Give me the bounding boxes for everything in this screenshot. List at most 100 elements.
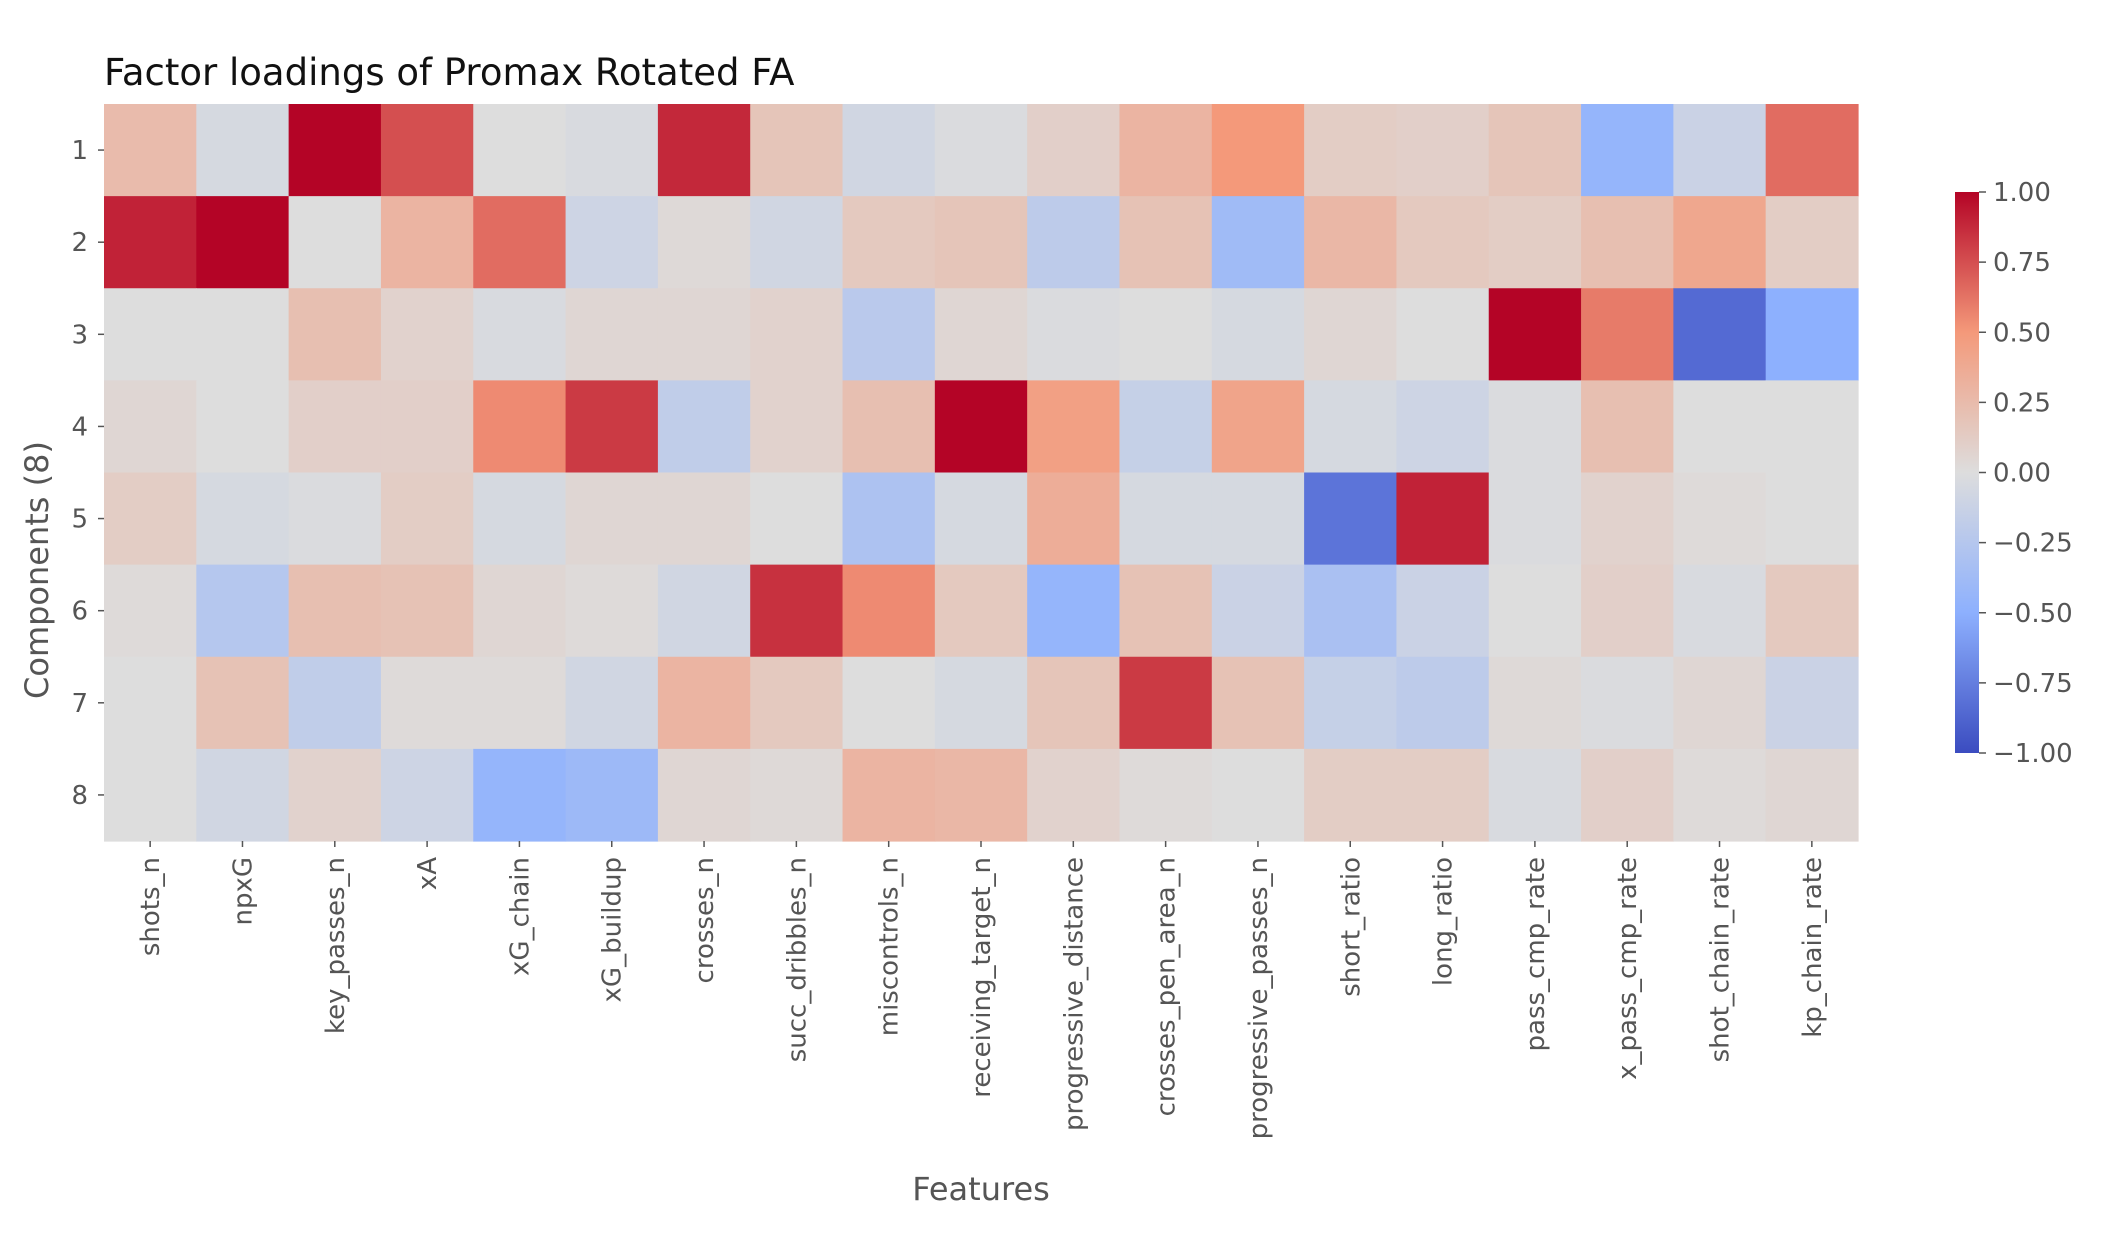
- heatmap-cell-r8-crosses_n: [657, 748, 751, 842]
- y-axis-ticks: 1 2 3 4 5 6 7 8: [71, 136, 104, 811]
- colorbar-gradient: [1955, 192, 1979, 753]
- heatmap-cell-r3-crosses_n: [657, 288, 751, 381]
- heatmap-cell-r4-short_ratio: [1304, 380, 1398, 474]
- heatmap-cell-r6-shots_n: [104, 564, 197, 658]
- x-tick-label: progressive_passes_n: [1244, 857, 1274, 1139]
- heatmap-cell-r7-pass_cmp_rate: [1488, 656, 1582, 750]
- heatmap-cell-r3-progressive_distance: [1027, 288, 1121, 381]
- x-tick-label: progressive_distance: [1059, 857, 1089, 1131]
- heatmap-cell-r8-xG_chain: [473, 748, 567, 842]
- heatmap-cell-r8-receiving_target_n: [934, 748, 1028, 842]
- x-tick-label: miscontrols_n: [875, 857, 905, 1036]
- heatmap-cell-r5-crosses_n: [657, 472, 751, 566]
- heatmap-cell-r2-xG_buildup: [565, 196, 659, 289]
- heatmap-cell-r7-crosses_n: [657, 656, 751, 750]
- heatmap-cell-r1-miscontrols_n: [842, 104, 936, 197]
- heatmap-cell-r4-kp_chain_rate: [1765, 380, 1859, 474]
- heatmap-cell-r6-crosses_n: [657, 564, 751, 658]
- heatmap-cell-r8-pass_cmp_rate: [1488, 748, 1582, 842]
- heatmap-cell-r3-npxG: [196, 288, 290, 381]
- heatmap-cell-r1-progressive_distance: [1027, 104, 1121, 197]
- heatmap-cell-r5-receiving_target_n: [934, 472, 1028, 566]
- heatmap-cell-r2-kp_chain_rate: [1765, 196, 1859, 289]
- heatmap-cell-r8-x_pass_cmp_rate: [1581, 748, 1674, 842]
- heatmap-cell-r6-long_ratio: [1396, 564, 1490, 658]
- heatmap-cell-r3-xA: [380, 288, 474, 381]
- heatmap-cell-r3-crosses_pen_area_n: [1119, 288, 1213, 381]
- x-tick-label: crosses_n: [690, 857, 720, 983]
- y-axis-label: Components (8): [18, 441, 56, 699]
- heatmap-cell-r4-key_passes_n: [288, 380, 382, 474]
- heatmap-cell-r6-kp_chain_rate: [1765, 564, 1859, 658]
- heatmap-cell-r8-progressive_distance: [1027, 748, 1121, 842]
- heatmap-cell-r5-xG_buildup: [565, 472, 659, 566]
- colorbar-tick-label: −0.25: [1993, 529, 2073, 559]
- heatmap-cell-r2-crosses_n: [657, 196, 751, 289]
- x-tick-label: xA: [413, 857, 443, 890]
- heatmap-cell-r4-crosses_pen_area_n: [1119, 380, 1213, 474]
- colorbar-ticks: 1.00 0.75 0.50 0.25 0.00 −0.25 −0.50 −0.75 −1.00: [1979, 178, 2073, 769]
- heatmap-cell-r4-shots_n: [104, 380, 197, 474]
- heatmap-cell-r7-crosses_pen_area_n: [1119, 656, 1213, 750]
- chart-title: Factor loadings of Promax Rotated FA: [104, 51, 794, 94]
- heatmap-cell-r2-miscontrols_n: [842, 196, 936, 289]
- heatmap-cell-r7-x_pass_cmp_rate: [1581, 656, 1674, 750]
- x-tick-label: long_ratio: [1429, 857, 1459, 986]
- heatmap-cell-r7-xA: [380, 656, 474, 750]
- heatmap-cell-r3-short_ratio: [1304, 288, 1398, 381]
- heatmap-cell-r5-long_ratio: [1396, 472, 1490, 566]
- heatmap-cell-r2-progressive_distance: [1027, 196, 1121, 289]
- heatmap-cell-r8-succ_dribbles_n: [750, 748, 844, 842]
- heatmap-cell-r8-key_passes_n: [288, 748, 382, 842]
- heatmap-cell-r8-shot_chain_rate: [1673, 748, 1767, 842]
- colorbar-tick-label: 0.75: [1993, 248, 2051, 278]
- y-tick-label: 6: [71, 597, 88, 627]
- heatmap-cell-r3-key_passes_n: [288, 288, 382, 381]
- heatmap-cell-r2-xA: [380, 196, 474, 289]
- heatmap-cell-r3-shot_chain_rate: [1673, 288, 1767, 381]
- heatmap-cell-r6-pass_cmp_rate: [1488, 564, 1582, 658]
- heatmap-cell-r5-crosses_pen_area_n: [1119, 472, 1213, 566]
- heatmap-cell-r6-succ_dribbles_n: [750, 564, 844, 658]
- heatmap-cell-r4-long_ratio: [1396, 380, 1490, 474]
- heatmap-cell-r2-x_pass_cmp_rate: [1581, 196, 1674, 289]
- heatmap-cell-r5-pass_cmp_rate: [1488, 472, 1582, 566]
- heatmap-cell-r6-xG_chain: [473, 564, 567, 658]
- x-tick-label: kp_chain_rate: [1798, 857, 1828, 1038]
- heatmap-cell-r6-progressive_passes_n: [1211, 564, 1305, 658]
- y-tick-label: 1: [71, 136, 88, 166]
- x-tick-label: key_passes_n: [321, 857, 351, 1034]
- heatmap-cell-r2-receiving_target_n: [934, 196, 1028, 289]
- heatmap-cell-r2-progressive_passes_n: [1211, 196, 1305, 289]
- heatmap-cell-r5-npxG: [196, 472, 290, 566]
- colorbar-tick-label: 0.25: [1993, 388, 2051, 418]
- colorbar-tick-label: −1.00: [1993, 739, 2073, 769]
- heatmap-cell-r4-succ_dribbles_n: [750, 380, 844, 474]
- heatmap-cell-r2-succ_dribbles_n: [750, 196, 844, 289]
- heatmap-cell-r4-xA: [380, 380, 474, 474]
- heatmap-cell-r1-xG_chain: [473, 104, 567, 197]
- heatmap-cell-r1-key_passes_n: [288, 104, 382, 197]
- heatmap-cell-r4-xG_buildup: [565, 380, 659, 474]
- heatmap-cell-r4-x_pass_cmp_rate: [1581, 380, 1674, 474]
- heatmap-cell-r7-progressive_passes_n: [1211, 656, 1305, 750]
- heatmap-cell-r8-miscontrols_n: [842, 748, 936, 842]
- heatmap-cell-r1-xA: [380, 104, 474, 197]
- heatmap-cell-r7-miscontrols_n: [842, 656, 936, 750]
- heatmap-cell-r7-xG_chain: [473, 656, 567, 750]
- heatmap-cell-r4-pass_cmp_rate: [1488, 380, 1582, 474]
- heatmap-cell-r4-receiving_target_n: [934, 380, 1028, 474]
- heatmap-cell-r1-short_ratio: [1304, 104, 1398, 197]
- heatmap-cell-r6-short_ratio: [1304, 564, 1398, 658]
- x-tick-label: succ_dribbles_n: [782, 857, 812, 1062]
- heatmap-cell-r5-key_passes_n: [288, 472, 382, 566]
- x-tick-label: short_ratio: [1336, 857, 1366, 997]
- y-tick-label: 4: [71, 412, 88, 442]
- heatmap-cell-r2-shot_chain_rate: [1673, 196, 1767, 289]
- heatmap-cell-r7-shot_chain_rate: [1673, 656, 1767, 750]
- x-tick-label: npxG: [228, 857, 258, 926]
- heatmap-cell-r3-pass_cmp_rate: [1488, 288, 1582, 381]
- colorbar: 1.00 0.75 0.50 0.25 0.00 −0.25 −0.50 −0.75 −1.00: [1955, 178, 2073, 769]
